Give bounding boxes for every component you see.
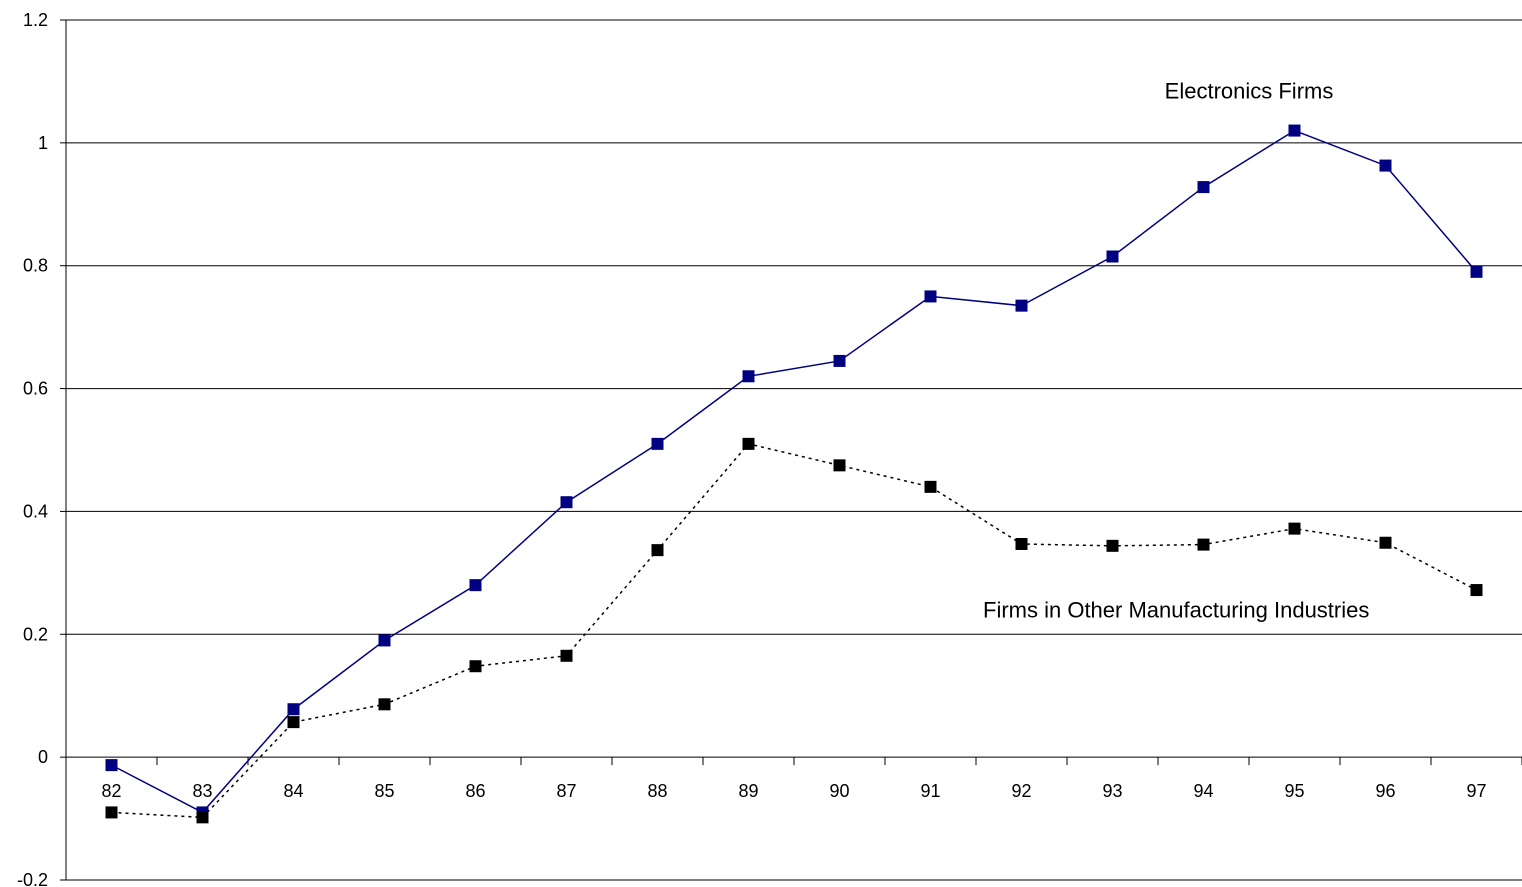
data-point	[924, 480, 937, 493]
data-point	[833, 354, 846, 367]
x-tick-label: 86	[465, 781, 485, 801]
series-line	[111, 129, 1478, 814]
data-point	[1379, 159, 1392, 172]
data-point	[1197, 538, 1210, 551]
y-tick-label: 0.2	[23, 624, 48, 644]
series-group	[105, 124, 1483, 824]
gridlines	[66, 19, 1522, 881]
data-point	[1106, 539, 1119, 552]
x-tick-label: 84	[283, 781, 303, 801]
data-point	[1470, 584, 1483, 597]
x-tick-label: 97	[1466, 781, 1486, 801]
x-tick-label: 82	[101, 781, 121, 801]
y-tick-label: 0.4	[23, 501, 48, 521]
data-point	[196, 811, 209, 824]
x-tick-label: 85	[374, 781, 394, 801]
x-tick-label: 95	[1284, 781, 1304, 801]
x-tick-label: 91	[920, 781, 940, 801]
series-annotation: Electronics Firms	[1165, 79, 1334, 104]
data-point	[378, 698, 391, 711]
axes	[60, 19, 1522, 881]
data-point	[924, 290, 937, 303]
data-point	[1015, 537, 1028, 550]
data-point	[1379, 536, 1392, 549]
data-point	[105, 759, 118, 772]
y-tick-label: 0.6	[23, 379, 48, 399]
annotations: Electronics Firms Firms in Other Manufact…	[983, 79, 1369, 623]
data-point	[560, 649, 573, 662]
x-tick-label: 94	[1193, 781, 1213, 801]
x-tick-label: 88	[647, 781, 667, 801]
series-annotation: Firms in Other Manufacturing Industries	[983, 598, 1369, 623]
data-point	[1015, 299, 1028, 312]
data-point	[742, 437, 755, 450]
data-point	[105, 806, 118, 819]
data-point	[469, 660, 482, 673]
data-point	[651, 437, 664, 450]
data-point	[469, 579, 482, 592]
data-point	[651, 544, 664, 557]
data-point	[560, 496, 573, 509]
data-point	[1106, 250, 1119, 263]
data-point	[742, 370, 755, 383]
data-point	[1197, 181, 1210, 194]
y-axis-tick-labels: 1.2 1 0.8 0.6 0.4 0.2 0 -0.2	[17, 10, 48, 887]
data-point	[1470, 265, 1483, 278]
y-tick-label: 0.8	[23, 256, 48, 276]
y-tick-label: 1	[38, 133, 48, 153]
data-point	[287, 716, 300, 729]
y-tick-label: 0	[38, 747, 48, 767]
x-tick-label: 92	[1011, 781, 1031, 801]
x-tick-label: 96	[1375, 781, 1395, 801]
data-point	[833, 459, 846, 472]
y-tick-label: 1.2	[23, 10, 48, 30]
x-tick-label: 87	[556, 781, 576, 801]
data-point	[1288, 522, 1301, 535]
x-tick-label: 90	[829, 781, 849, 801]
x-tick-label: 93	[1102, 781, 1122, 801]
data-point	[1288, 124, 1301, 137]
x-tick-label: 89	[738, 781, 758, 801]
data-point	[378, 634, 391, 647]
y-tick-label: -0.2	[17, 870, 48, 887]
x-tick-label: 83	[192, 781, 212, 801]
data-point	[287, 703, 300, 716]
x-axis-tick-labels: 82 83 84 85 86 87 88 89 90 91 92 93 94 95 96 97	[101, 781, 1486, 801]
